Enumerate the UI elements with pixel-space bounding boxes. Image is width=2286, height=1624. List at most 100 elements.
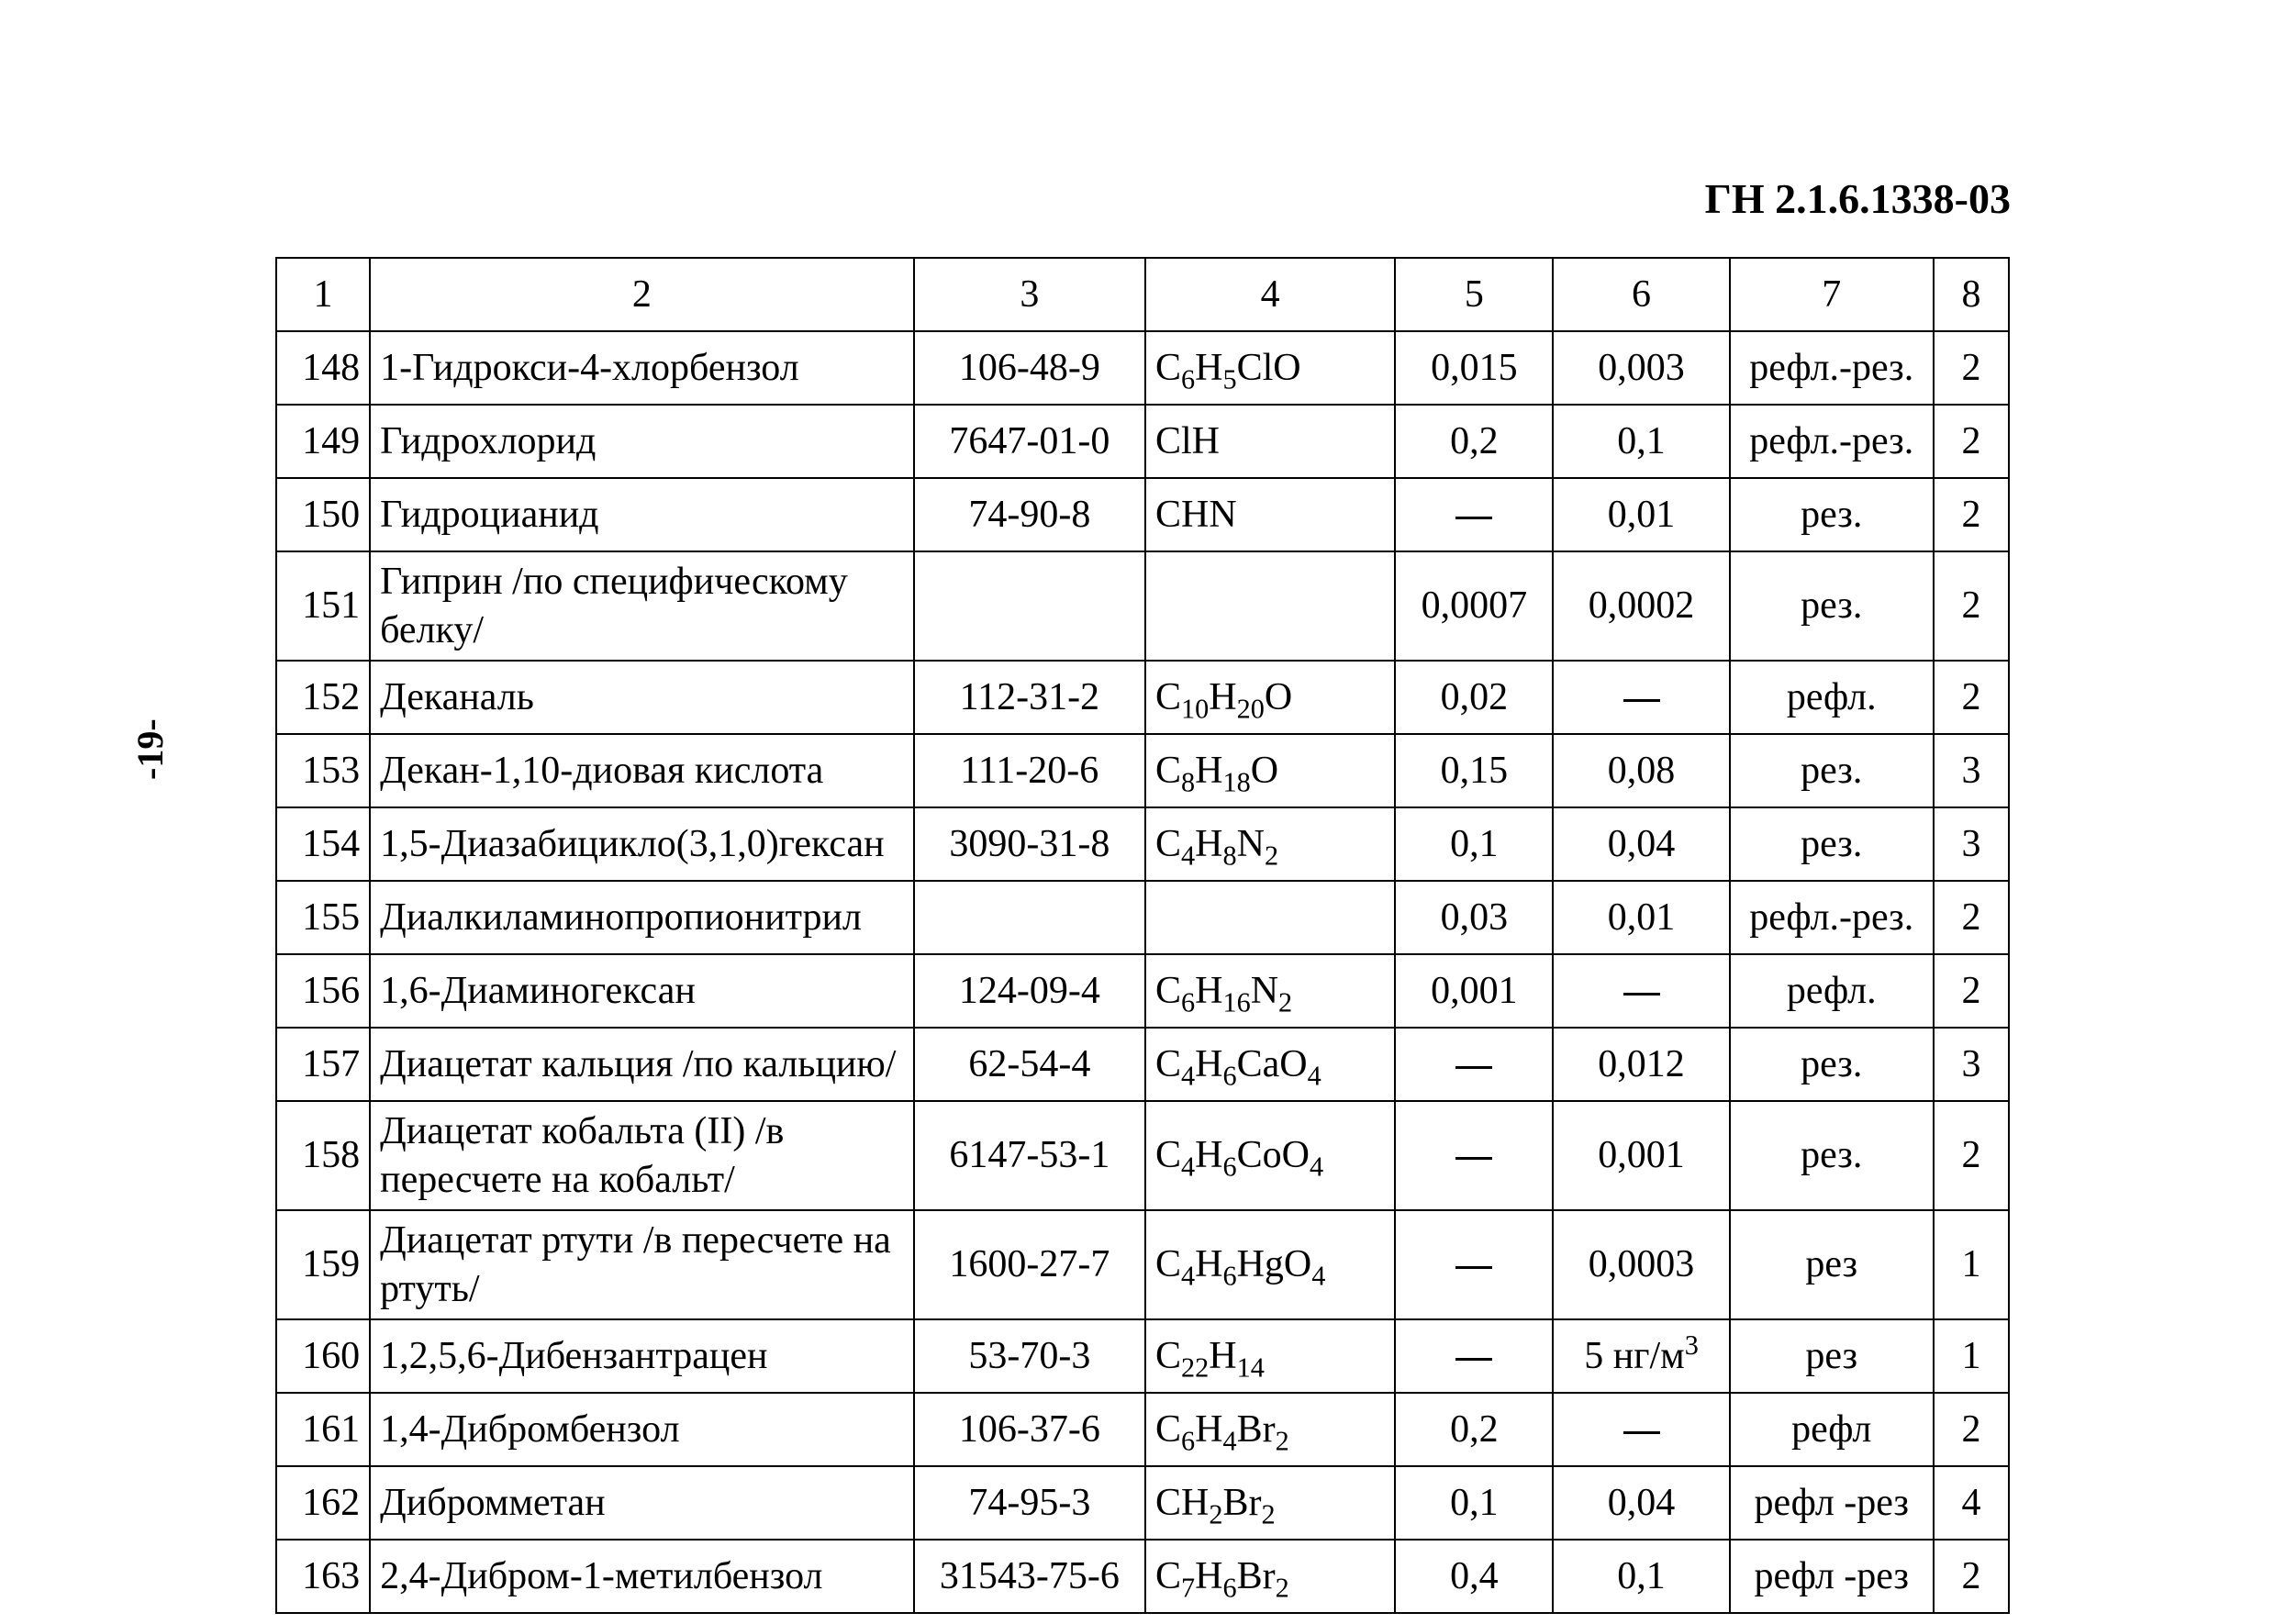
cell-cas bbox=[914, 551, 1145, 661]
header-col-1: 1 bbox=[276, 258, 370, 331]
cell-v6: 0,1 bbox=[1553, 405, 1729, 478]
cell-formula: C8H18O bbox=[1145, 734, 1395, 807]
cell-v8: 2 bbox=[1934, 331, 2009, 405]
cell-cas: 106-48-9 bbox=[914, 331, 1145, 405]
cell-cas: 53-70-3 bbox=[914, 1319, 1145, 1393]
cell-v8: 2 bbox=[1934, 1540, 2009, 1613]
cell-cas: 111-20-6 bbox=[914, 734, 1145, 807]
cell-formula: C7H6Br2 bbox=[1145, 1540, 1395, 1613]
cell-name: Диацетат ртути /в пересчете на ртуть/ bbox=[370, 1210, 914, 1319]
cell-cas bbox=[914, 881, 1145, 954]
cell-v5: 0,4 bbox=[1395, 1540, 1553, 1613]
cell-v8: 2 bbox=[1934, 954, 2009, 1028]
cell-v7: рефл -рез bbox=[1730, 1540, 1934, 1613]
cell-v6: 0,01 bbox=[1553, 478, 1729, 551]
cell-v5: 0,2 bbox=[1395, 1393, 1553, 1466]
cell-num: 154 bbox=[276, 807, 370, 881]
cell-v7: рез bbox=[1730, 1319, 1934, 1393]
cell-name: Диацетат кобальта (II) /в пересчете на к… bbox=[370, 1101, 914, 1210]
table-row: 1632,4-Дибром-1-метилбензол31543-75-6C7H… bbox=[276, 1540, 2009, 1613]
table-row: 158Диацетат кобальта (II) /в пересчете н… bbox=[276, 1101, 2009, 1210]
cell-v5: 0,001 bbox=[1395, 954, 1553, 1028]
cell-cas: 74-90-8 bbox=[914, 478, 1145, 551]
cell-num: 160 bbox=[276, 1319, 370, 1393]
cell-formula: C10H20O bbox=[1145, 661, 1395, 734]
cell-v7: рез. bbox=[1730, 1101, 1934, 1210]
cell-v6: 0,003 bbox=[1553, 331, 1729, 405]
cell-v7: рефл bbox=[1730, 1393, 1934, 1466]
cell-cas: 3090-31-8 bbox=[914, 807, 1145, 881]
header-col-6: 6 bbox=[1553, 258, 1729, 331]
cell-num: 148 bbox=[276, 331, 370, 405]
cell-v7: рефл. bbox=[1730, 954, 1934, 1028]
cell-num: 153 bbox=[276, 734, 370, 807]
cell-v5: 0,03 bbox=[1395, 881, 1553, 954]
cell-v6: 0,1 bbox=[1553, 1540, 1729, 1613]
cell-v8: 1 bbox=[1934, 1319, 2009, 1393]
cell-num: 157 bbox=[276, 1028, 370, 1101]
cell-v8: 2 bbox=[1934, 551, 2009, 661]
header-col-3: 3 bbox=[914, 258, 1145, 331]
cell-formula: CH2Br2 bbox=[1145, 1466, 1395, 1540]
cell-name: 1-Гидрокси-4-хлорбензол bbox=[370, 331, 914, 405]
cell-name: Декан-1,10-диовая кислота bbox=[370, 734, 914, 807]
cell-v6: 0,08 bbox=[1553, 734, 1729, 807]
cell-v7: рефл -рез bbox=[1730, 1466, 1934, 1540]
header-col-8: 8 bbox=[1934, 258, 2009, 331]
cell-num: 152 bbox=[276, 661, 370, 734]
header-col-2: 2 bbox=[370, 258, 914, 331]
cell-v6: 0,04 bbox=[1553, 807, 1729, 881]
table-row: 1561,6-Диаминогексан124-09-4C6H16N20,001… bbox=[276, 954, 2009, 1028]
cell-v5 bbox=[1395, 478, 1553, 551]
table-row: 159Диацетат ртути /в пересчете на ртуть/… bbox=[276, 1210, 2009, 1319]
cell-formula: C22H14 bbox=[1145, 1319, 1395, 1393]
cell-name: 1,2,5,6-Дибензантрацен bbox=[370, 1319, 914, 1393]
cell-v5 bbox=[1395, 1319, 1553, 1393]
cell-v6: 5 нг/м3 bbox=[1553, 1319, 1729, 1393]
cell-formula: C4H6CaO4 bbox=[1145, 1028, 1395, 1101]
chemicals-table: 1 2 3 4 5 6 7 8 1481-Гидрокси-4-хлорбенз… bbox=[275, 257, 2010, 1614]
cell-v7: рез. bbox=[1730, 807, 1934, 881]
cell-name: Дибромметан bbox=[370, 1466, 914, 1540]
cell-cas: 6147-53-1 bbox=[914, 1101, 1145, 1210]
table-row: 1611,4-Дибромбензол106-37-6C6H4Br20,2реф… bbox=[276, 1393, 2009, 1466]
cell-num: 149 bbox=[276, 405, 370, 478]
cell-num: 155 bbox=[276, 881, 370, 954]
cell-num: 161 bbox=[276, 1393, 370, 1466]
cell-name: Диацетат кальция /по кальцию/ bbox=[370, 1028, 914, 1101]
cell-v8: 4 bbox=[1934, 1466, 2009, 1540]
table-row: 1541,5-Диазабицикло(3,1,0)гексан3090-31-… bbox=[276, 807, 2009, 881]
cell-cas: 74-95-3 bbox=[914, 1466, 1145, 1540]
table-body: 1481-Гидрокси-4-хлорбензол106-48-9C6H5Cl… bbox=[276, 331, 2009, 1613]
table-row: 1481-Гидрокси-4-хлорбензол106-48-9C6H5Cl… bbox=[276, 331, 2009, 405]
document-page: ГН 2.1.6.1338-03 -19- 1 2 3 4 5 6 7 8 14… bbox=[0, 0, 2286, 1624]
cell-num: 151 bbox=[276, 551, 370, 661]
cell-v6: 0,012 bbox=[1553, 1028, 1729, 1101]
cell-v6: 0,04 bbox=[1553, 1466, 1729, 1540]
cell-v7: рефл.-рез. bbox=[1730, 881, 1934, 954]
cell-v5 bbox=[1395, 1210, 1553, 1319]
cell-v8: 2 bbox=[1934, 478, 2009, 551]
header-col-7: 7 bbox=[1730, 258, 1934, 331]
cell-v8: 3 bbox=[1934, 807, 2009, 881]
cell-v6 bbox=[1553, 1393, 1729, 1466]
cell-formula: C6H4Br2 bbox=[1145, 1393, 1395, 1466]
cell-num: 159 bbox=[276, 1210, 370, 1319]
table-row: 153Декан-1,10-диовая кислота111-20-6C8H1… bbox=[276, 734, 2009, 807]
cell-v5 bbox=[1395, 1101, 1553, 1210]
header-col-5: 5 bbox=[1395, 258, 1553, 331]
cell-formula: C6H16N2 bbox=[1145, 954, 1395, 1028]
table-row: 162Дибромметан74-95-3CH2Br20,10,04рефл -… bbox=[276, 1466, 2009, 1540]
cell-v5: 0,02 bbox=[1395, 661, 1553, 734]
cell-v6 bbox=[1553, 661, 1729, 734]
cell-v6 bbox=[1553, 954, 1729, 1028]
cell-formula: C4H6CoO4 bbox=[1145, 1101, 1395, 1210]
cell-formula: CHN bbox=[1145, 478, 1395, 551]
cell-v7: рез. bbox=[1730, 1028, 1934, 1101]
cell-name: 2,4-Дибром-1-метилбензол bbox=[370, 1540, 914, 1613]
cell-v7: рез bbox=[1730, 1210, 1934, 1319]
cell-v8: 2 bbox=[1934, 405, 2009, 478]
table-row: 157Диацетат кальция /по кальцию/62-54-4C… bbox=[276, 1028, 2009, 1101]
table-row: 151Гиприн /по специфическому белку/0,000… bbox=[276, 551, 2009, 661]
cell-formula: C4H6HgO4 bbox=[1145, 1210, 1395, 1319]
